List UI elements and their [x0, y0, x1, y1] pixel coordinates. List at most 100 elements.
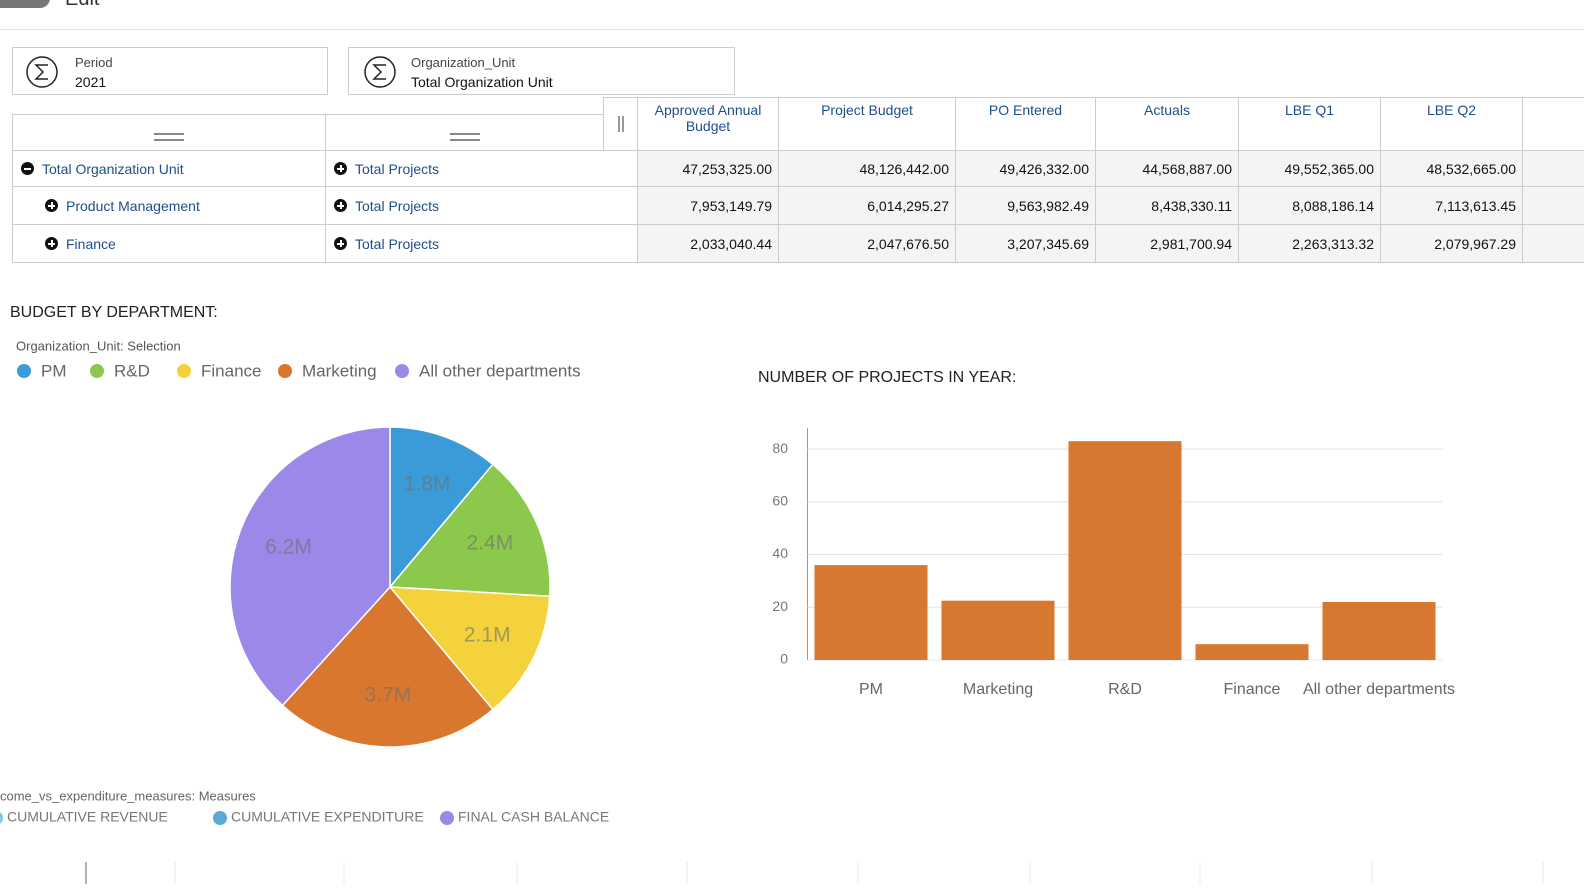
- row-header[interactable]: Product Management: [12, 186, 326, 225]
- pie-slice: [229, 426, 391, 707]
- table-cell: 49,426,332.00: [955, 150, 1096, 187]
- filter-value: Total Organization Unit: [411, 74, 553, 90]
- filter[interactable]: Organization_Unit Total Organization Uni…: [348, 47, 735, 95]
- column-header[interactable]: LBE Q1: [1238, 97, 1381, 151]
- column-grip[interactable]: [325, 114, 604, 151]
- bar: [1195, 644, 1309, 660]
- legend-label: Marketing: [302, 361, 377, 380]
- table-cell: [1522, 150, 1584, 187]
- unit-label: Finance: [66, 235, 116, 252]
- bar: [1068, 441, 1182, 660]
- legend-label: FINAL CASH BALANCE: [458, 809, 609, 825]
- table-cell: 49,552,365.00: [1238, 150, 1381, 187]
- row-header[interactable]: Finance: [12, 224, 326, 263]
- unit-label: Total Organization Unit: [42, 160, 184, 177]
- slice-label: 2.1M: [464, 623, 511, 646]
- expand-icon[interactable]: [45, 237, 58, 250]
- legend-label: CUMULATIVE REVENUE: [7, 809, 168, 825]
- table-cell: 3,207,345.69: [955, 224, 1096, 263]
- table-cell: 2,033,040.44: [637, 224, 779, 263]
- splitter[interactable]: [603, 97, 638, 151]
- table-cell: 7,953,149.79: [637, 186, 779, 225]
- column-header[interactable]: [1522, 97, 1584, 151]
- sigma-icon: [364, 56, 396, 88]
- legend-label: Finance: [201, 361, 261, 380]
- y-tick-label: 80: [772, 440, 788, 456]
- filter-label: Period: [75, 55, 113, 70]
- edit-label[interactable]: Edit: [65, 0, 99, 11]
- column-header[interactable]: PO Entered: [955, 97, 1096, 151]
- y-tick-label: 20: [772, 598, 788, 614]
- pie-slice: [388, 463, 551, 598]
- column-grip[interactable]: [12, 114, 326, 151]
- x-tick-label: PM: [859, 681, 883, 698]
- legend-dot: [17, 364, 31, 378]
- project-label: Total Projects: [355, 197, 440, 214]
- bar: [1322, 602, 1436, 660]
- slice-label: 1.8M: [404, 472, 451, 495]
- table-cell: 9,563,982.49: [955, 186, 1096, 225]
- pie-slice: [389, 426, 494, 590]
- x-tick-label: All other departments: [1303, 681, 1455, 698]
- legend-dot: [213, 811, 227, 825]
- unit-label: Product Management: [66, 197, 200, 214]
- bar: [941, 600, 1055, 660]
- column-header[interactable]: LBE Q2: [1380, 97, 1523, 151]
- table-cell: 6,014,295.27: [778, 186, 956, 225]
- legend-label: PM: [41, 361, 67, 380]
- expand-icon[interactable]: [334, 237, 347, 250]
- legend-dot: [0, 812, 3, 824]
- grip-icon: [154, 132, 184, 141]
- x-tick-label: Finance: [1224, 681, 1281, 698]
- x-tick-label: R&D: [1108, 681, 1142, 698]
- row-header[interactable]: Total Organization Unit: [12, 150, 326, 187]
- filter[interactable]: Period 2021: [12, 47, 328, 95]
- table-cell: 48,126,442.00: [778, 150, 956, 187]
- table-cell: 2,079,967.29: [1380, 224, 1523, 263]
- toolbar: Edit: [0, 0, 1584, 30]
- legend-label: CUMULATIVE EXPENDITURE: [231, 809, 424, 825]
- legend-dot: [90, 364, 104, 378]
- filter-label: Organization_Unit: [411, 55, 516, 70]
- y-tick-label: 60: [772, 493, 788, 509]
- table-cell: 2,263,313.32: [1238, 224, 1381, 263]
- bar: [814, 565, 928, 660]
- x-tick-label: Marketing: [963, 681, 1033, 698]
- slice-label: 6.2M: [265, 535, 312, 558]
- table-cell: 2,981,700.94: [1095, 224, 1239, 263]
- table-cell: 8,438,330.11: [1095, 186, 1239, 225]
- table-cell: 47,253,325.00: [637, 150, 779, 187]
- project-label: Total Projects: [355, 235, 440, 252]
- row-header[interactable]: Total Projects: [325, 186, 638, 225]
- expand-icon[interactable]: [334, 162, 347, 175]
- column-header[interactable]: Project Budget: [778, 97, 956, 151]
- table-cell: 8,088,186.14: [1238, 186, 1381, 225]
- row-header[interactable]: Total Projects: [325, 150, 638, 187]
- legend-dot: [177, 364, 191, 378]
- legend-title: come_vs_expenditure_measures: Measures: [0, 788, 256, 803]
- table-cell: [1522, 186, 1584, 225]
- grip-icon: [449, 132, 480, 141]
- table-cell: 7,113,613.45: [1380, 186, 1523, 225]
- pie-slice: [388, 586, 551, 711]
- pivot-table: Approved Annual Budget Project Budget PO E…: [0, 0, 1584, 270]
- chart-title: NUMBER OF PROJECTS IN YEAR:: [758, 369, 1016, 386]
- toggle[interactable]: [0, 0, 50, 8]
- splitter-icon: [617, 116, 624, 132]
- row-header[interactable]: Total Projects: [325, 224, 638, 263]
- table-cell: [1522, 224, 1584, 263]
- y-tick-label: 0: [780, 651, 788, 667]
- expand-icon[interactable]: [334, 199, 347, 212]
- collapse-icon[interactable]: [21, 162, 34, 175]
- legend-title: Organization_Unit: Selection: [16, 338, 181, 353]
- legend-dot: [278, 364, 292, 378]
- expand-icon[interactable]: [45, 199, 58, 212]
- charts: BUDGET BY DEPARTMENT: Organization_Unit: …: [0, 304, 1544, 884]
- column-header[interactable]: Approved Annual Budget: [637, 97, 779, 151]
- chart-title: BUDGET BY DEPARTMENT:: [10, 304, 218, 321]
- legend-label: All other departments: [419, 361, 581, 380]
- column-header[interactable]: Actuals: [1095, 97, 1239, 151]
- y-tick-label: 40: [772, 545, 788, 561]
- legend-dot: [395, 364, 409, 378]
